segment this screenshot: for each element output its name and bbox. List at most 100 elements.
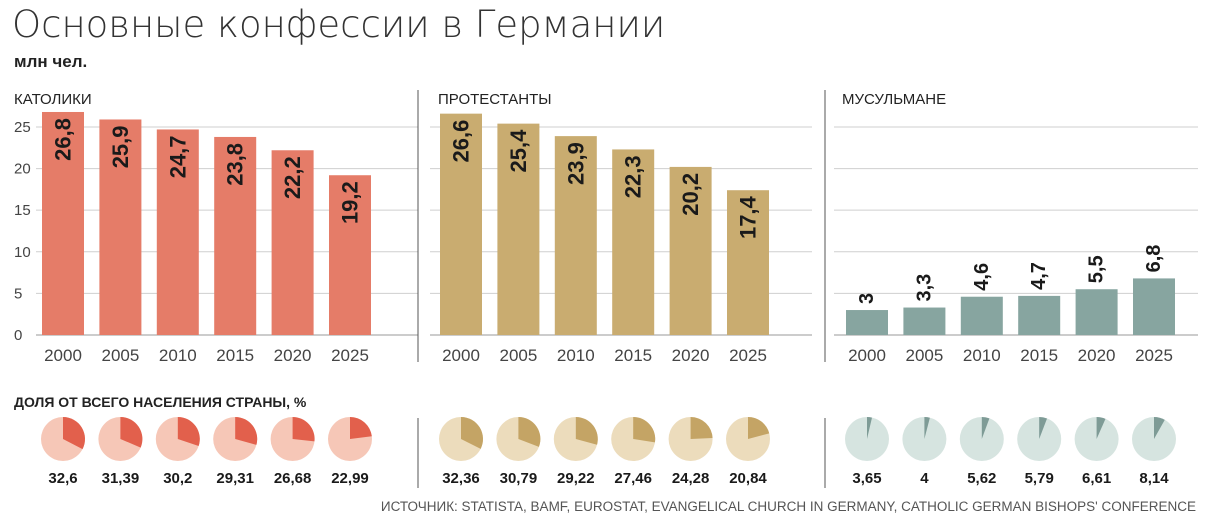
pie-slice	[1096, 417, 1106, 439]
pie-slice	[120, 417, 143, 448]
x-tick-label: 2005	[499, 346, 537, 365]
share-value-label: 32,36	[442, 470, 480, 487]
bar	[554, 136, 597, 335]
share-value-label: 30,2	[163, 470, 192, 487]
share-value-label: 27,46	[614, 470, 652, 487]
bar	[156, 129, 199, 335]
bar-value-label: 4,6	[971, 263, 993, 291]
bar-value-label: 3	[856, 293, 878, 304]
bar-value-label: 26,8	[51, 118, 76, 161]
share-value-label: 24,28	[672, 470, 710, 487]
bar	[1018, 295, 1061, 335]
y-tick-label: 15	[14, 202, 31, 219]
bar	[903, 307, 946, 335]
source-note: ИСТОЧНИК: STATISTA, BAMF, EUROSTAT, EVAN…	[381, 499, 1196, 514]
bar	[329, 175, 371, 335]
bar	[271, 150, 314, 335]
bar-value-label: 22,2	[280, 156, 305, 199]
x-tick-label: 2015	[1020, 346, 1058, 365]
panel-title: МУСУЛЬМАНЕ	[842, 91, 946, 108]
share-value-label: 6,61	[1082, 470, 1111, 487]
bar	[497, 123, 540, 335]
bar	[42, 111, 84, 335]
pie-slice	[518, 417, 541, 447]
pie-slice	[350, 417, 372, 439]
bar-value-label: 24,7	[165, 135, 190, 178]
pie-slice	[981, 417, 990, 439]
pie-slice	[633, 417, 656, 443]
bar-value-label: 25,4	[506, 129, 531, 173]
pie-slice	[1039, 417, 1048, 439]
x-tick-label: 2025	[1135, 346, 1173, 365]
pie-slice	[235, 417, 258, 445]
pie-slice	[461, 417, 483, 449]
bar-value-label: 19,2	[338, 181, 363, 224]
bar-value-label: 23,8	[223, 143, 248, 186]
x-tick-label: 2005	[101, 346, 139, 365]
panel-title: ПРОТЕСТАНТЫ	[438, 91, 552, 108]
x-tick-label: 2000	[442, 346, 480, 365]
x-tick-label: 2000	[848, 346, 886, 365]
x-tick-label: 2020	[1078, 346, 1116, 365]
x-tick-label: 2000	[44, 346, 82, 365]
share-value-label: 32,6	[48, 470, 77, 487]
bar	[727, 190, 769, 335]
share-value-label: 8,14	[1139, 470, 1169, 487]
x-tick-label: 2005	[905, 346, 943, 365]
bar-value-label: 26,6	[449, 120, 474, 163]
y-tick-label: 10	[14, 244, 31, 261]
share-value-label: 5,79	[1025, 470, 1054, 487]
share-value-label: 29,22	[557, 470, 595, 487]
pie-slice	[1154, 417, 1165, 439]
bar	[1133, 278, 1175, 335]
y-tick-label: 20	[14, 161, 31, 178]
bar	[669, 166, 712, 335]
pie-slice	[177, 417, 200, 447]
share-section-title: ДОЛЯ ОТ ВСЕГО НАСЕЛЕНИЯ СТРАНЫ, %	[14, 394, 307, 410]
share-value-label: 22,99	[331, 470, 369, 487]
unit-label: млн чел.	[14, 52, 88, 71]
panel-title: КАТОЛИКИ	[14, 91, 92, 108]
share-value-label: 4	[920, 470, 929, 487]
pie-slice	[575, 417, 598, 445]
bar-value-label: 22,3	[621, 155, 646, 198]
page-title: Основные конфессии в Германии	[12, 3, 666, 46]
bar-value-label: 5,5	[1086, 255, 1108, 283]
y-tick-label: 0	[14, 327, 22, 344]
share-value-label: 26,68	[274, 470, 312, 487]
bar	[1075, 289, 1118, 335]
pie-slice	[292, 417, 315, 442]
share-value-label: 30,79	[500, 470, 538, 487]
bar	[440, 113, 482, 336]
bar	[214, 136, 257, 335]
x-tick-label: 2015	[216, 346, 254, 365]
share-value-label: 20,84	[729, 470, 767, 487]
bar-value-label: 3,3	[913, 274, 935, 302]
x-tick-label: 2010	[159, 346, 197, 365]
bar-value-label: 20,2	[678, 173, 703, 216]
pie-slice	[748, 417, 770, 439]
bar-value-label: 23,9	[563, 142, 588, 185]
pie-slice	[690, 417, 713, 439]
pie-slice	[867, 417, 873, 439]
x-tick-label: 2010	[557, 346, 595, 365]
x-tick-label: 2015	[614, 346, 652, 365]
share-value-label: 5,62	[967, 470, 996, 487]
share-value-label: 31,39	[102, 470, 140, 487]
x-tick-label: 2025	[331, 346, 369, 365]
bar	[846, 310, 888, 335]
bar	[612, 149, 655, 335]
share-value-label: 3,65	[852, 470, 881, 487]
bar-value-label: 4,7	[1028, 262, 1050, 290]
bar-value-label: 25,9	[108, 125, 133, 168]
x-tick-label: 2025	[729, 346, 767, 365]
x-tick-label: 2010	[963, 346, 1001, 365]
x-tick-label: 2020	[672, 346, 710, 365]
bar-value-label: 6,8	[1143, 245, 1165, 273]
y-tick-label: 5	[14, 285, 22, 302]
x-tick-label: 2020	[274, 346, 312, 365]
pie-slice	[924, 417, 930, 439]
y-tick-label: 25	[14, 119, 31, 136]
bar-value-label: 17,4	[736, 195, 761, 239]
